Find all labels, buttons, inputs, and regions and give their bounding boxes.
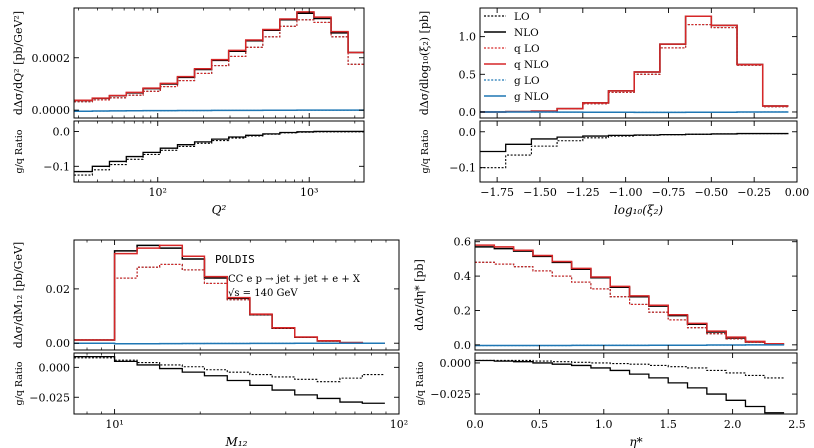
series-group xyxy=(74,244,385,345)
ratio-axes-frame xyxy=(73,120,365,183)
ratio-y-tick-label: 0.000 xyxy=(440,357,472,370)
series-g-nlo-line xyxy=(74,109,364,112)
xi2-panel: −1.75 −1.50 −1.25 −1.00 −0.75 −0.50 −0.25 0.00 0… xyxy=(418,7,810,217)
ratio-y-tick-label: −0.025 xyxy=(29,391,70,404)
series-q-nlo-line xyxy=(475,244,785,345)
series-q-nlo-line xyxy=(480,15,789,113)
legend-label-lo: LO xyxy=(514,11,530,23)
x-tick-label: −1.00 xyxy=(609,186,643,199)
x-tick-label: 10³ xyxy=(300,186,318,199)
ratio-nlo-line xyxy=(480,132,789,153)
legend-label-q-lo: q LO xyxy=(514,43,540,55)
y-tick-label: 0.0 xyxy=(459,106,477,119)
series-nlo-line xyxy=(74,12,364,102)
series-q-nlo-line xyxy=(74,11,364,101)
x-tick-label: 0.00 xyxy=(785,186,810,199)
x-tick-label: −0.50 xyxy=(694,186,728,199)
y-axis-label: dΔσ/dQ² [pb/GeV²] xyxy=(12,11,25,115)
x-axis-label: η* xyxy=(629,435,642,448)
series-q-nlo-line xyxy=(74,244,385,344)
x-tick-label: −0.75 xyxy=(652,186,686,199)
y-tick-label: 0.4 xyxy=(454,270,472,283)
y-tick-label: 0.5 xyxy=(459,68,477,81)
ratio-lo-line xyxy=(475,359,785,379)
process-label: CC e p → jet + jet + e + X xyxy=(228,274,361,285)
y-axis-label: dΔσ/dM₁₂ [pb/GeV] xyxy=(12,242,25,348)
energy-label: √s = 140 GeV xyxy=(228,288,298,299)
x-tick-label: 10² xyxy=(390,418,408,431)
ratio-y-tick-label: −0.1 xyxy=(449,162,476,175)
generator-label: POLDIS xyxy=(215,253,255,266)
ratio-group xyxy=(480,132,789,169)
ratio-y-tick-label: −0.1 xyxy=(43,160,70,173)
y-tick-label: 0.0 xyxy=(454,339,472,352)
series-g-nlo-line xyxy=(475,344,785,347)
y-axis-label: dΔσ/dlog₁₀(ξ₂) [pb] xyxy=(418,11,431,115)
x-tick-label: 0.5 xyxy=(531,418,549,431)
m12-panel: 10¹ 10² 0.00 0.02 0.000 −0.025 M₁₂ dΔσ/dM₁₂ [pb… xyxy=(12,239,408,448)
ratio-axes-frame xyxy=(73,352,400,415)
eta-panel: 0.0 0.5 1.0 1.5 2.0 2.5 0.0 0.2 0.4 0.6 0.000 −0.02… xyxy=(413,236,806,448)
x-tick-label: −0.25 xyxy=(737,186,771,199)
y-tick-label: 0.00 xyxy=(46,337,71,350)
process-annotation: POLDIS CC e p → jet + jet + e + X √s = 1… xyxy=(215,253,361,299)
ratio-group xyxy=(74,130,364,176)
series-q-lo-line xyxy=(475,261,785,345)
y-tick-label: 0.2 xyxy=(454,304,472,317)
ratio-y-tick-label: −0.025 xyxy=(430,388,471,401)
series-group xyxy=(475,244,785,347)
y-axis-label: dΔσ/dη* [pb] xyxy=(413,259,426,331)
top-axes-frame xyxy=(479,7,798,119)
legend-label-nlo: NLO xyxy=(514,27,539,39)
ratio-y-axis-label: g/q Ratio xyxy=(415,361,426,405)
ratio-lo-line xyxy=(74,131,364,176)
x-tick-label: 10² xyxy=(149,186,167,199)
ratio-nlo-line xyxy=(475,359,785,414)
x-tick-label: 10¹ xyxy=(105,418,123,431)
x-tick-label: 1.0 xyxy=(595,418,613,431)
top-axes-frame xyxy=(73,239,400,351)
ratio-y-tick-label: 0.0 xyxy=(53,125,71,138)
ratio-axes-frame xyxy=(479,120,798,183)
ratio-axes-frame xyxy=(474,352,798,415)
y-tick-label: 0.02 xyxy=(46,283,71,296)
ratio-group xyxy=(74,355,385,404)
x-axis-label: Q² xyxy=(212,203,227,217)
top-axes-frame xyxy=(474,239,798,351)
x-tick-label: 0.0 xyxy=(466,418,484,431)
x-tick-label: 2.5 xyxy=(788,418,806,431)
y-tick-label: 0.0000 xyxy=(32,104,71,117)
x-tick-label: −1.75 xyxy=(480,186,514,199)
x-tick-label: 1.5 xyxy=(659,418,677,431)
x-axis-label: M₁₂ xyxy=(225,435,248,448)
ratio-y-tick-label: 0.0 xyxy=(459,126,477,139)
series-g-nlo-line xyxy=(74,342,385,345)
series-group xyxy=(74,11,364,112)
legend-label-g-nlo: g NLO xyxy=(514,91,549,103)
ratio-lo-line xyxy=(74,357,385,383)
legend-label-q-nlo: q NLO xyxy=(514,59,549,71)
q2-panel: 10² 10³ 0.0000 0.0002 0.0 −0.1 Q² dΔσ/dQ² [pb/G… xyxy=(12,7,365,217)
legend-label-g-lo: g LO xyxy=(514,75,540,87)
y-tick-label: 0.0002 xyxy=(32,52,71,65)
ratio-y-axis-label: g/q Ratio xyxy=(14,129,25,173)
series-group xyxy=(480,15,789,114)
ratio-lo-line xyxy=(480,133,789,169)
ratio-group xyxy=(475,359,785,414)
legend: LO NLO q LO q NLO g LO g NLO xyxy=(484,11,549,103)
y-tick-label: 0.6 xyxy=(454,236,472,249)
ratio-y-axis-label: g/q Ratio xyxy=(14,361,25,405)
x-axis-label: log₁₀(ξ₂) xyxy=(614,203,663,217)
x-tick-label: −1.25 xyxy=(566,186,600,199)
ratio-y-axis-label: g/q Ratio xyxy=(420,129,431,173)
top-axes-frame xyxy=(73,7,365,119)
y-tick-label: 1.0 xyxy=(459,31,477,44)
x-tick-label: −1.50 xyxy=(523,186,557,199)
ratio-nlo-line xyxy=(74,130,364,173)
ratio-y-tick-label: 0.000 xyxy=(39,361,71,374)
x-tick-label: 2.0 xyxy=(724,418,742,431)
ratio-nlo-line xyxy=(74,355,385,404)
